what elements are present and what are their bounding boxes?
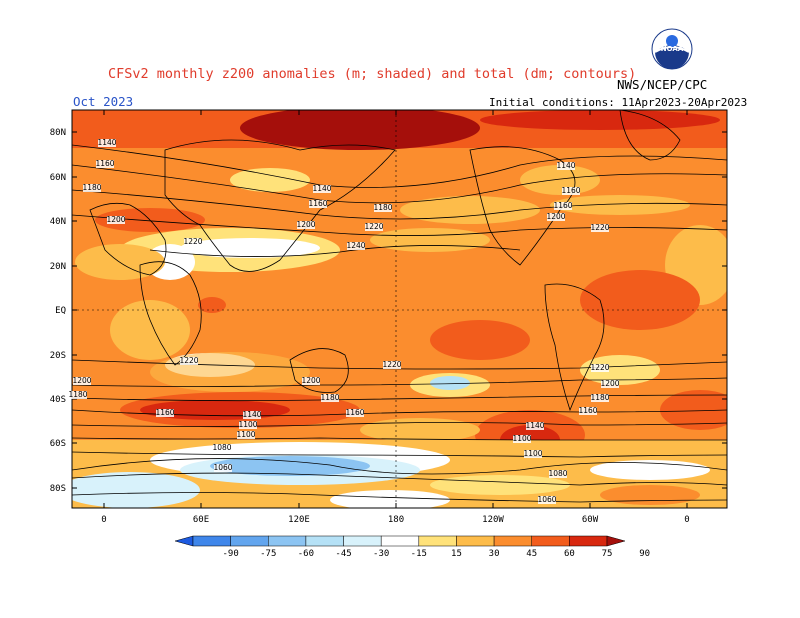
contour-value-label: 1140 bbox=[556, 161, 575, 170]
contour-value-label: 1160 bbox=[308, 199, 327, 208]
colorbar-level-label: 45 bbox=[526, 549, 537, 559]
contour-value-label: 1060 bbox=[213, 463, 232, 472]
colorbar-level-label: 75 bbox=[602, 549, 613, 559]
colorbar-swatch bbox=[380, 535, 420, 547]
colorbar-swatch bbox=[305, 535, 344, 547]
contour-value-label: 1220 bbox=[183, 237, 202, 246]
noaa-logo-icon: NOAA bbox=[651, 28, 693, 70]
contour-value-label: 1160 bbox=[553, 201, 572, 210]
contour-value-label: 1200 bbox=[106, 215, 125, 224]
map-title: CFSv2 monthly z200 anomalies (m; shaded)… bbox=[108, 66, 637, 82]
contour-value-label: 1160 bbox=[155, 408, 174, 417]
lon-label: 120W bbox=[482, 515, 504, 525]
contour-value-label: 1140 bbox=[97, 138, 116, 147]
contour-value-label: 1100 bbox=[523, 449, 542, 458]
colorbar-level-label: 60 bbox=[564, 549, 575, 559]
lat-label: 20S bbox=[50, 351, 66, 361]
lon-label: 180 bbox=[388, 515, 404, 525]
contour-value-label: 1220 bbox=[179, 356, 198, 365]
contour-value-label: 1200 bbox=[600, 379, 619, 388]
colorbar-swatch bbox=[343, 535, 382, 547]
lat-label: 60N bbox=[50, 173, 66, 183]
height-contours bbox=[72, 144, 727, 503]
coastlines bbox=[72, 110, 727, 475]
contour-value-label: 1080 bbox=[212, 443, 231, 452]
lat-label: 20N bbox=[50, 262, 66, 272]
contour-value-label: 1200 bbox=[296, 220, 315, 229]
contour-value-label: 1080 bbox=[548, 469, 567, 478]
lat-label: 40N bbox=[50, 217, 66, 227]
contour-value-label: 1200 bbox=[72, 376, 91, 385]
latitude-axis: 80N 60N 40N 20N EQ 20S 40S 60S 80S bbox=[50, 128, 727, 494]
contour-value-label: 1180 bbox=[68, 390, 87, 399]
initial-conditions: Initial conditions: 11Apr2023-20Apr2023 bbox=[489, 96, 748, 109]
lon-label: 0 bbox=[684, 515, 689, 525]
colorbar-level-label: -75 bbox=[260, 549, 276, 559]
contour-value-label: 1100 bbox=[236, 430, 255, 439]
colorbar-swatch bbox=[174, 535, 194, 547]
contour-value-label: 1200 bbox=[546, 212, 565, 221]
contour-value-label: 1160 bbox=[561, 186, 580, 195]
contour-value-label: 1140 bbox=[525, 421, 544, 430]
lat-label: 80N bbox=[50, 128, 66, 138]
lon-label: 0 bbox=[101, 515, 106, 525]
contour-value-label: 1140 bbox=[242, 410, 261, 419]
svg-text:NOAA: NOAA bbox=[661, 45, 684, 53]
contour-value-label: 1220 bbox=[364, 222, 383, 231]
colorbar-swatch bbox=[456, 535, 495, 547]
colorbar-level-label: -30 bbox=[373, 549, 389, 559]
contour-value-label: 1160 bbox=[95, 159, 114, 168]
colorbar-level-label: -60 bbox=[298, 549, 314, 559]
contour-value-label: 1220 bbox=[590, 363, 609, 372]
longitude-axis: 0 60E 120E 180 120W 60W 0 bbox=[101, 110, 690, 525]
contour-labels: 1140116011801200122011401160120011801220… bbox=[68, 138, 620, 504]
colorbar-level-label: -15 bbox=[411, 549, 427, 559]
colorbar-level-label: 30 bbox=[489, 549, 500, 559]
contour-value-label: 1160 bbox=[578, 406, 597, 415]
contour-value-label: 1180 bbox=[82, 183, 101, 192]
colorbar-level-label: -45 bbox=[335, 549, 351, 559]
lon-label: 120E bbox=[288, 515, 310, 525]
contour-value-label: 1220 bbox=[382, 360, 401, 369]
contour-value-label: 1200 bbox=[301, 376, 320, 385]
agency-label: NWS/NCEP/CPC bbox=[617, 77, 708, 92]
colorbar-level-label: 15 bbox=[451, 549, 462, 559]
contour-value-label: 1180 bbox=[320, 393, 339, 402]
lat-lon-grid bbox=[72, 110, 727, 508]
lat-label: 40S bbox=[50, 395, 66, 405]
contour-value-label: 1180 bbox=[590, 393, 609, 402]
colorbar-swatch bbox=[418, 535, 457, 547]
contour-value-label: 1100 bbox=[238, 420, 257, 429]
colorbar-swatch bbox=[531, 535, 570, 547]
colorbar-swatch bbox=[606, 535, 626, 547]
contour-value-label: 1100 bbox=[512, 434, 531, 443]
colorbar-level-label: 90 bbox=[639, 549, 650, 559]
lat-label: 80S bbox=[50, 484, 66, 494]
colorbar-swatch bbox=[268, 535, 307, 547]
colorbar: -90 -75 -60 -45 -30 -15 15 30 45 60 75 90 bbox=[174, 535, 650, 559]
lon-label: 60W bbox=[582, 515, 599, 525]
contour-value-label: 1180 bbox=[373, 203, 392, 212]
lat-label: EQ bbox=[55, 306, 66, 316]
colorbar-swatch bbox=[230, 535, 269, 547]
contour-value-label: 1220 bbox=[590, 223, 609, 232]
contour-value-label: 1240 bbox=[346, 241, 365, 250]
contour-value-label: 1140 bbox=[312, 184, 331, 193]
lat-label: 60S bbox=[50, 439, 66, 449]
colorbar-swatch bbox=[192, 535, 231, 547]
colorbar-swatch bbox=[493, 535, 532, 547]
map-frame bbox=[71, 109, 728, 509]
contour-value-label: 1160 bbox=[345, 408, 364, 417]
contour-value-label: 1060 bbox=[537, 495, 556, 504]
lon-label: 60E bbox=[193, 515, 209, 525]
colorbar-level-label: -90 bbox=[223, 549, 239, 559]
colorbar-swatch bbox=[569, 535, 608, 547]
forecast-month: Oct 2023 bbox=[73, 94, 134, 109]
